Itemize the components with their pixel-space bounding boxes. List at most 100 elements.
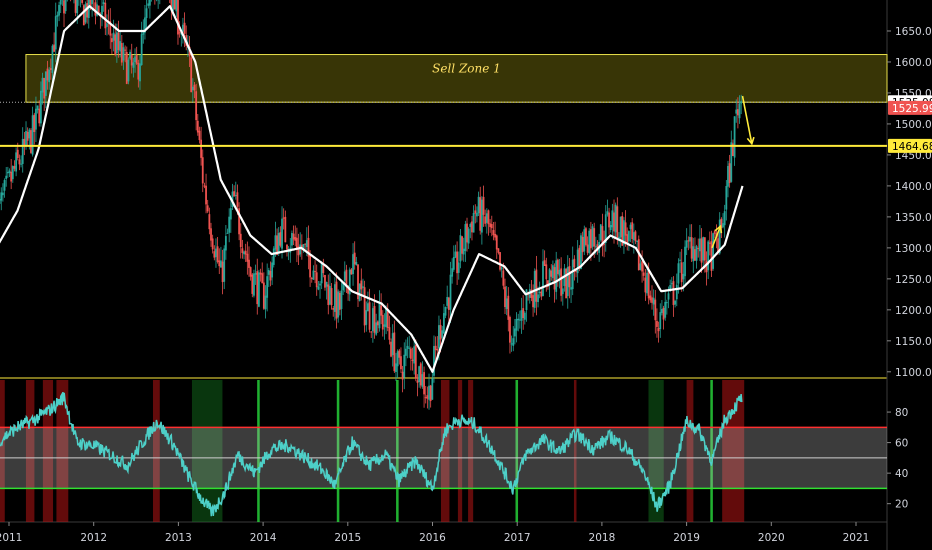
price-axis[interactable]: 1100.00 1150.00 1200.00 1250.00 1300.00 1350.…: [887, 26, 932, 511]
candle-body: [246, 253, 249, 262]
candle-body: [515, 318, 518, 331]
candle-body: [510, 343, 513, 345]
candle-body: [441, 330, 444, 338]
candle-body: [553, 267, 556, 290]
candle-body: [258, 272, 260, 307]
sell-zone[interactable]: Sell Zone 1: [0, 54, 888, 103]
candle-body: [393, 332, 396, 372]
time-tick-label: 2018: [589, 532, 616, 544]
candle-body: [30, 130, 32, 153]
candle-body: [689, 237, 691, 242]
candle-body: [2, 192, 4, 196]
candle-body: [456, 251, 459, 274]
candle-body: [494, 233, 496, 238]
candle-body: [509, 317, 511, 343]
price-tag-text: 1464.68: [892, 141, 932, 153]
time-axis[interactable]: 2011 2012 2013 2014 2015 2016 2017 2018 2019 2020…: [0, 522, 869, 544]
candle-body: [593, 228, 596, 247]
candle-body: [547, 280, 549, 287]
candle-body: [322, 264, 325, 274]
candle-body: [444, 307, 447, 316]
candle-body: [43, 77, 46, 99]
candle-body: [114, 34, 117, 56]
candle-body: [127, 59, 130, 82]
candle-body: [740, 101, 743, 104]
candle-body: [243, 251, 245, 255]
candle-body: [315, 272, 318, 288]
candle-body: [703, 237, 706, 261]
candle-body: [604, 214, 607, 243]
candle-body: [314, 271, 316, 273]
candle-body: [129, 51, 131, 59]
candle-body: [89, 0, 92, 8]
candle-body: [282, 217, 285, 219]
candle-body: [662, 307, 665, 320]
candle-body: [558, 269, 561, 276]
candle-body: [254, 273, 257, 275]
candle-body: [543, 260, 546, 266]
candle-body: [712, 233, 715, 269]
candle-body: [294, 237, 297, 241]
candle-body: [405, 348, 407, 356]
candle-body: [388, 327, 391, 340]
candle-body: [545, 264, 548, 280]
candle-body: [685, 240, 688, 248]
candle-body: [428, 385, 430, 400]
candle-body: [476, 212, 478, 217]
candle-body: [398, 350, 401, 358]
candle-body: [499, 252, 501, 270]
candle-body: [661, 308, 663, 314]
candle-body: [487, 210, 490, 225]
candle-body: [241, 248, 244, 253]
candle-body: [231, 191, 234, 208]
overbought-band: [152, 380, 160, 522]
candle-body: [223, 248, 226, 282]
candle-body: [26, 131, 29, 141]
candle-body: [585, 228, 587, 245]
candle-body: [672, 281, 675, 305]
candle-body: [329, 285, 331, 305]
candle-body: [565, 268, 568, 299]
candle-body: [659, 312, 662, 330]
candle-body: [469, 224, 472, 228]
candle-body: [411, 359, 414, 362]
price-tick-label: 1250.00: [895, 274, 932, 286]
candle-body: [624, 222, 627, 236]
candle-body: [178, 32, 181, 34]
candle-body: [233, 191, 236, 197]
candle-body: [11, 166, 14, 180]
trend-arrows[interactable]: [711, 95, 755, 249]
candle-body: [53, 44, 56, 52]
candle-body: [309, 255, 312, 278]
price-tick-label: 1350.00: [895, 212, 932, 224]
candle-body: [636, 240, 639, 243]
candle-body: [248, 259, 250, 268]
price-tick-label: 1300.00: [895, 243, 932, 255]
candle-body: [111, 38, 113, 43]
candle-body: [695, 246, 698, 261]
candle-body: [669, 285, 672, 291]
candle-body: [5, 175, 8, 179]
candle-body: [504, 286, 506, 308]
candle-body: [226, 232, 229, 234]
candle-body: [391, 333, 394, 356]
candle-body: [512, 338, 515, 346]
candle-body: [190, 57, 193, 93]
candle-body: [291, 233, 293, 246]
candle-body: [348, 269, 351, 295]
candle-body: [48, 69, 51, 83]
moving-average-line: [0, 5, 744, 373]
price-tick-label: 1500.00: [895, 119, 932, 131]
sell-zone-label: Sell Zone 1: [432, 62, 501, 76]
candle-body: [667, 293, 670, 300]
candle-body: [738, 103, 741, 119]
candle-body: [358, 283, 361, 301]
candle-body: [588, 230, 591, 254]
candle-body: [608, 212, 610, 228]
candle-body: [395, 363, 397, 372]
candle-body: [10, 171, 13, 182]
candle-body: [627, 231, 630, 242]
candle-body: [375, 322, 378, 335]
candle-body: [319, 283, 321, 286]
time-tick-label: 2016: [419, 532, 446, 544]
